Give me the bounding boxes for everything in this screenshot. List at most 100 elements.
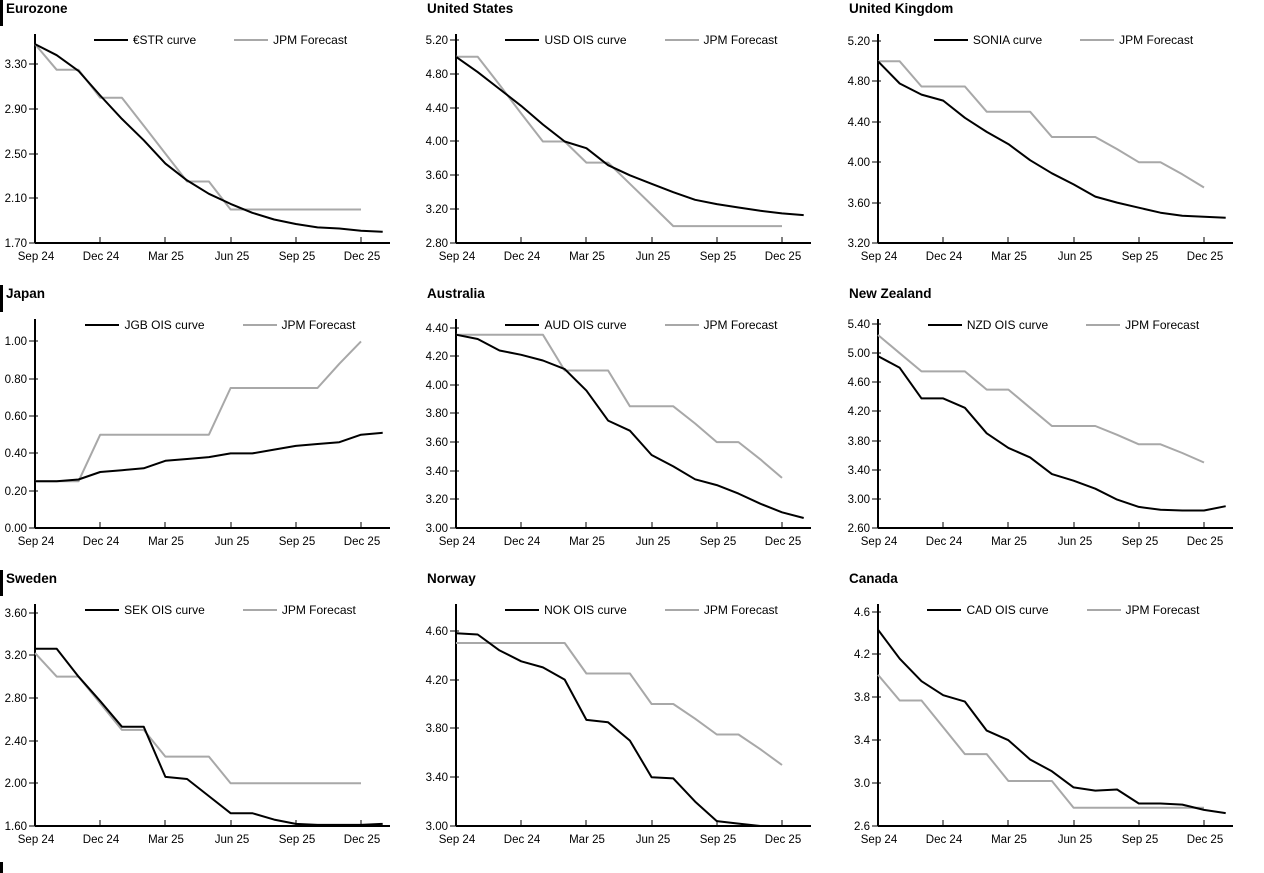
chart-title: Canada (849, 571, 898, 586)
y-tick-label: 3.00 (426, 821, 448, 833)
chart-legend: AUD OIS curve JPM Forecast (451, 318, 832, 332)
y-tick-label: 0.00 (5, 523, 27, 535)
ois-line (455, 55, 804, 217)
y-tick-label: 0.60 (5, 411, 27, 423)
y-tick-label: 2.10 (5, 193, 27, 205)
chart-canvas: 2.60 3.00 3.40 3.80 4.20 4.60 5.00 5.40 Sep 24 De… (848, 319, 1233, 548)
chart-title: United States (427, 1, 514, 16)
ois-line (35, 431, 383, 483)
section-marker-next-cropped (0, 862, 3, 873)
x-tick-label: Sep 25 (279, 251, 315, 263)
ois-line-swatch (505, 324, 540, 326)
y-tick-label: 1.00 (5, 336, 27, 348)
legend-label-forecast: JPM Forecast (1125, 318, 1200, 332)
y-tick-label: 4.6 (854, 607, 870, 619)
forecast-line (456, 55, 782, 228)
x-tick-label: Dec 24 (83, 834, 120, 846)
y-tick-label: 3.40 (426, 466, 448, 478)
y-tick-label: 3.40 (848, 465, 870, 477)
x-tick-label: Dec 25 (344, 834, 380, 846)
forecast-line-swatch (242, 324, 277, 326)
y-tick-label: 4.60 (426, 626, 448, 638)
y-tick-label: 3.80 (848, 436, 870, 448)
legend-item-forecast: JPM Forecast (234, 33, 347, 47)
y-tick-label: 2.90 (5, 104, 27, 116)
x-tick-label: Sep 24 (18, 251, 55, 263)
x-tick-label: Mar 25 (148, 834, 184, 846)
chart-panel: 2.6 3.0 3.4 3.8 4.2 4.6 Sep 24 Dec 24 Mar 25 Jun … (843, 570, 1264, 873)
x-tick-label: Sep 25 (279, 834, 315, 846)
x-tick-label: Sep 24 (861, 536, 898, 548)
x-tick-label: Mar 25 (569, 251, 605, 263)
forecast-line-swatch (1086, 609, 1121, 611)
y-tick-label: 3.20 (848, 238, 870, 250)
chart-canvas: 3.00 3.40 3.80 4.20 4.60 Sep 24 Dec 24 Mar 25 Ju… (426, 604, 811, 846)
y-tick-label: 4.40 (848, 117, 870, 129)
forecast-line-swatch (1086, 324, 1121, 326)
legend-item-ois: NZD OIS curve (927, 318, 1048, 332)
x-tick-label: Jun 25 (1058, 834, 1093, 846)
forecast-line (34, 43, 361, 211)
x-tick-label: Dec 25 (1187, 834, 1223, 846)
ois-line (877, 629, 1226, 815)
legend-label-ois: SEK OIS curve (124, 603, 205, 617)
chart-panel: 3.00 3.40 3.80 4.20 4.60 Sep 24 Dec 24 Mar 25 Ju… (421, 570, 842, 873)
y-tick-label: 3.60 (426, 170, 448, 182)
ois-line (877, 355, 1226, 512)
y-tick-label: 3.00 (848, 494, 870, 506)
x-tick-label: Sep 24 (861, 251, 898, 263)
y-tick-label: 4.00 (426, 136, 448, 148)
ois-line (877, 60, 1226, 219)
chart-panel: 2.80 3.20 3.60 4.00 4.40 4.80 5.20 Sep 24 Dec 24… (421, 0, 842, 285)
y-tick-label: 3.60 (5, 608, 27, 620)
chart-legend: €STR curve JPM Forecast (30, 33, 411, 47)
x-tick-label: Sep 25 (700, 251, 736, 263)
x-tick-label: Dec 25 (344, 251, 380, 263)
y-tick-label: 5.00 (848, 348, 870, 360)
legend-label-ois: NOK OIS curve (544, 603, 627, 617)
forecast-line-swatch (664, 39, 699, 41)
legend-item-forecast: JPM Forecast (1086, 318, 1199, 332)
chart-panel: 1.60 2.00 2.40 2.80 3.20 3.60 Sep 24 Dec 24 Mar … (0, 570, 421, 873)
y-tick-label: 4.00 (848, 157, 870, 169)
ois-line (34, 43, 383, 233)
x-tick-label: Sep 25 (700, 536, 736, 548)
legend-label-forecast: JPM Forecast (703, 318, 778, 332)
chart-legend: JGB OIS curve JPM Forecast (30, 318, 411, 332)
forecast-line (35, 340, 362, 483)
y-tick-label: 4.80 (848, 76, 870, 88)
section-marker-row1 (0, 0, 3, 26)
chart-canvas: 1.70 2.10 2.50 2.90 3.30 Sep 24 Dec 24 Mar 25 Ju… (5, 34, 390, 263)
chart-canvas: 2.6 3.0 3.4 3.8 4.2 4.6 Sep 24 Dec 24 Mar 25 Jun … (854, 604, 1233, 846)
legend-label-forecast: JPM Forecast (1125, 603, 1200, 617)
legend-label-ois: AUD OIS curve (544, 318, 627, 332)
x-tick-label: Jun 25 (215, 536, 250, 548)
y-tick-label: 1.60 (5, 821, 27, 833)
legend-label-ois: €STR curve (132, 33, 197, 47)
x-tick-label: Mar 25 (991, 834, 1027, 846)
chart-canvas: 1.60 2.00 2.40 2.80 3.20 3.60 Sep 24 Dec 24 Mar … (5, 604, 390, 846)
y-tick-label: 4.20 (426, 351, 448, 363)
y-tick-label: 4.20 (848, 406, 870, 418)
forecast-line-swatch (242, 609, 277, 611)
y-tick-label: 4.20 (426, 675, 448, 687)
x-tick-label: Mar 25 (991, 251, 1027, 263)
y-tick-label: 3.80 (426, 723, 448, 735)
x-tick-label: Sep 24 (439, 834, 476, 846)
chart-title: Japan (6, 286, 46, 301)
x-tick-label: Dec 25 (1187, 251, 1223, 263)
legend-label-forecast: JPM Forecast (703, 603, 778, 617)
chart-panel: 3.20 3.60 4.00 4.40 4.80 5.20 Sep 24 Dec 24 Mar … (843, 0, 1264, 285)
forecast-line-swatch (1080, 39, 1115, 41)
chart-canvas: 0.00 0.20 0.40 0.60 0.80 1.00 Sep 24 Dec 24 Mar … (5, 319, 390, 548)
chart-title: New Zealand (849, 286, 932, 301)
x-tick-label: Dec 24 (83, 536, 120, 548)
legend-item-forecast: JPM Forecast (1086, 603, 1200, 617)
chart-legend: SONIA curve JPM Forecast (873, 33, 1254, 47)
x-tick-label: Dec 25 (765, 536, 801, 548)
x-tick-label: Dec 24 (926, 251, 963, 263)
forecast-line (456, 642, 783, 766)
legend-item-forecast: JPM Forecast (664, 603, 778, 617)
legend-label-ois: CAD OIS curve (966, 603, 1049, 617)
